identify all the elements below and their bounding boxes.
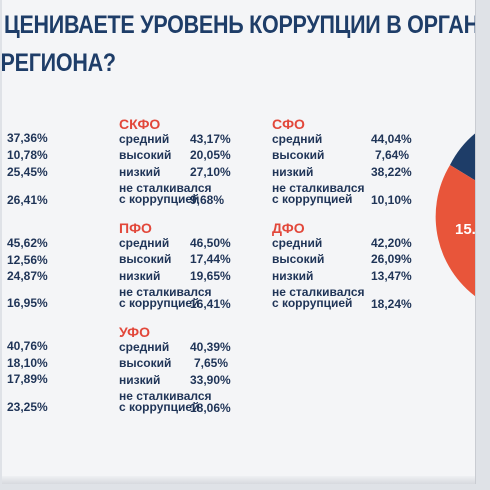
row-label: низкий <box>119 165 161 179</box>
row-value: 46,50% <box>190 236 231 250</box>
value: 17,89% <box>7 372 48 386</box>
row-value: 7,65% <box>194 356 229 370</box>
region-name: ПФО <box>119 220 152 236</box>
row-label: высокий <box>119 356 172 370</box>
pie-chart: 15. <box>435 133 476 297</box>
value: 37,36% <box>7 131 48 145</box>
row-value: 19,65% <box>190 269 231 283</box>
row-value: 43,17% <box>190 132 231 146</box>
region-name: ДФО <box>272 220 305 236</box>
row-label-line1: не сталкивался <box>272 181 365 195</box>
region-block-dfo: ДФО средний 42,20% высокий 26,09% низкий… <box>272 220 422 320</box>
row-label: средний <box>272 236 323 250</box>
value: 40,76% <box>7 339 48 353</box>
row-label: высокий <box>272 148 325 162</box>
legend-swatch-light-blue <box>475 350 476 364</box>
row-label: средний <box>119 132 170 146</box>
value: 18,10% <box>7 356 48 370</box>
row-label-line1: не сталкивался <box>119 389 212 403</box>
pie-slice-orange <box>435 165 475 297</box>
row-label: высокий <box>119 148 172 162</box>
row-label: низкий <box>119 269 161 283</box>
row-label-line2: с коррупцией <box>272 296 353 310</box>
row-value: 16,41% <box>190 297 231 311</box>
row-value: 33,90% <box>190 373 231 387</box>
value: 16,95% <box>7 296 48 310</box>
row-value: 44,04% <box>371 132 412 146</box>
row-value: 10,10% <box>371 193 412 207</box>
slide-frame: ЦЕНИВАЕТЕ УРОВЕНЬ КОРРУПЦИИ В ОРГАНАХ ВЛ… <box>2 0 476 484</box>
row-label: высокий <box>272 252 325 266</box>
row-label: низкий <box>272 269 314 283</box>
row-label: высокий <box>119 252 172 266</box>
row-label: низкий <box>119 373 161 387</box>
legend-swatch-peach <box>475 376 476 390</box>
row-label-line1: не сталкивался <box>119 181 212 195</box>
row-label-line1: не сталкивался <box>272 285 365 299</box>
region-name: УФО <box>119 324 151 340</box>
row-value: 7,64% <box>375 148 410 162</box>
legend-swatch-orange <box>475 400 476 414</box>
row-label-line2: с коррупцией <box>119 296 200 310</box>
row-label-line2: с коррупцией <box>119 400 200 414</box>
value: 26,41% <box>7 193 48 207</box>
region-block-ufo: УФО средний 40,39% высокий 7,65% низкий … <box>119 324 259 424</box>
row-value: 13,47% <box>371 269 412 283</box>
pie-slice-dark <box>450 133 475 181</box>
row-value: 38,22% <box>371 165 412 179</box>
value: 25,45% <box>7 165 48 179</box>
row-label: средний <box>119 236 170 250</box>
row-label-line1: не сталкивался <box>119 285 212 299</box>
value: 23,25% <box>7 400 48 414</box>
row-value: 18,06% <box>190 401 231 415</box>
row-value: 42,20% <box>371 236 412 250</box>
region-block-pfo: ПФО средний 46,50% высокий 17,44% низкий… <box>119 220 259 320</box>
row-value: 26,09% <box>371 252 412 266</box>
value: 45,62% <box>7 236 48 250</box>
pie-slice-label: 15. <box>455 221 476 238</box>
row-label-line2: с коррупцией <box>272 192 353 206</box>
row-value: 17,44% <box>190 252 231 266</box>
region-name: СФО <box>272 116 305 132</box>
row-label-line2: с коррупцией <box>119 192 200 206</box>
region-block-sfo: СФО средний 44,04% высокий 7,64% низкий … <box>272 116 422 216</box>
row-value: 40,39% <box>190 340 231 354</box>
value: 10,78% <box>7 148 48 162</box>
region-block-skfo: СКФО средний 43,17% высокий 20,05% низки… <box>119 116 259 216</box>
row-value: 20,05% <box>190 148 231 162</box>
row-value: 9,68% <box>190 193 225 207</box>
row-label: средний <box>272 132 323 146</box>
row-value: 27,10% <box>190 165 231 179</box>
title-line-1: ЦЕНИВАЕТЕ УРОВЕНЬ КОРРУПЦИИ В ОРГАНАХ ВЛ… <box>4 11 476 39</box>
bottom-edge <box>2 476 475 484</box>
page-title: ЦЕНИВАЕТЕ УРОВЕНЬ КОРРУПЦИИ В ОРГАНАХ ВЛ… <box>2 6 476 82</box>
row-label: низкий <box>272 165 314 179</box>
title-line-2: РЕГИОНА? <box>2 49 116 77</box>
value: 12,56% <box>7 253 48 267</box>
row-value: 18,24% <box>371 297 412 311</box>
row-label: средний <box>119 340 170 354</box>
value: 24,87% <box>7 269 48 283</box>
region-name: СКФО <box>119 116 161 132</box>
left-values-column: 37,36% 10,78% 25,45% 26,41% 45,62% 12,56… <box>2 0 82 480</box>
